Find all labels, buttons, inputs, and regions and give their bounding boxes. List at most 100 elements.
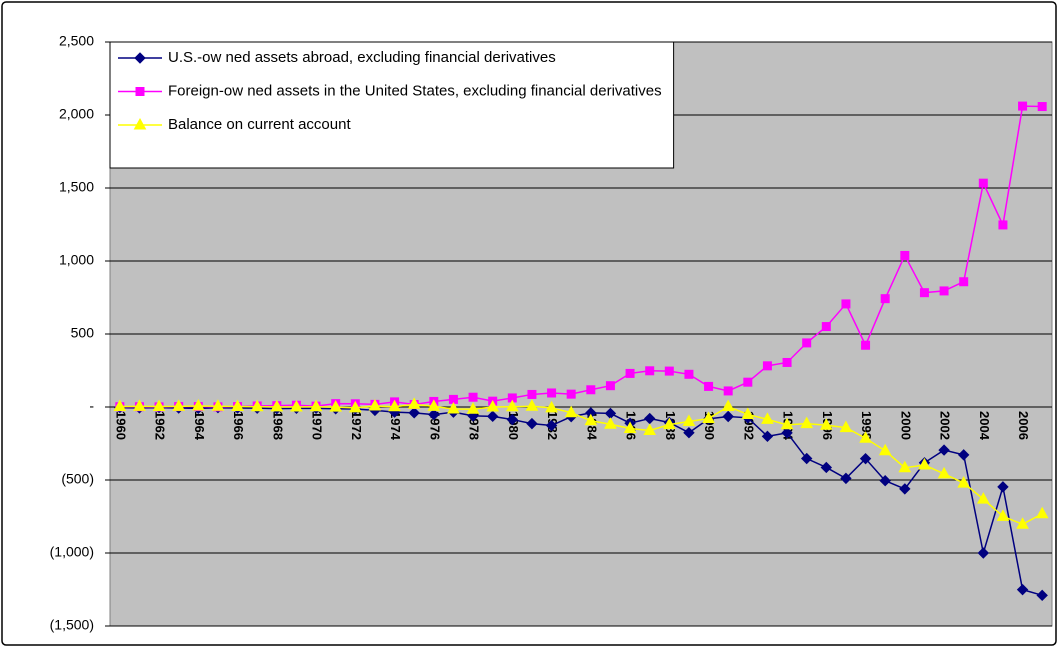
marker-square (684, 369, 694, 379)
marker-triangle (1016, 517, 1029, 529)
marker-diamond (938, 444, 950, 456)
marker-triangle (878, 443, 892, 456)
marker-square (880, 294, 890, 304)
marker-square (586, 385, 596, 395)
x-tick-label: 1970 (310, 411, 325, 440)
marker-triangle (152, 399, 166, 412)
marker-square (939, 286, 949, 296)
marker-triangle (898, 460, 912, 473)
marker-triangle (447, 402, 460, 414)
x-tick-label: 1972 (349, 411, 364, 440)
x-tick-label: 1966 (231, 411, 246, 440)
marker-square (959, 277, 969, 287)
marker-diamond (899, 483, 911, 495)
marker-diamond (722, 410, 734, 423)
marker-diamond (977, 547, 990, 559)
x-tick-label: 1976 (427, 411, 442, 440)
y-tick-label: (1,500) (50, 617, 94, 633)
marker-square (998, 220, 1008, 230)
marker-triangle (819, 418, 833, 430)
marker-triangle (407, 397, 421, 409)
y-tick-label: - (89, 398, 94, 414)
marker-square (978, 178, 988, 188)
marker-triangle (741, 407, 755, 419)
marker-diamond (761, 430, 774, 443)
marker-triangle (682, 414, 696, 426)
marker-square (566, 389, 576, 399)
marker-square (135, 87, 145, 96)
marker-triangle (918, 457, 931, 470)
x-tick-label: 1998 (859, 411, 874, 440)
x-tick-label: 1974 (388, 411, 403, 441)
marker-square (1018, 101, 1028, 111)
marker-diamond (683, 426, 695, 439)
marker-triangle (584, 413, 598, 426)
marker-triangle (133, 399, 146, 411)
marker-triangle (133, 117, 147, 130)
marker-diamond (408, 407, 420, 419)
y-tick-label: 2,500 (59, 33, 94, 49)
marker-diamond (957, 449, 970, 461)
legend-label: Balance on current account (168, 116, 351, 133)
marker-square (861, 340, 871, 350)
marker-triangle (231, 399, 244, 412)
marker-square (547, 388, 557, 398)
marker-square (841, 299, 851, 309)
marker-triangle (309, 399, 323, 412)
marker-diamond (879, 475, 891, 487)
marker-triangle (800, 416, 814, 429)
x-tick-label: 2006 (1016, 411, 1031, 440)
marker-square (704, 381, 714, 391)
marker-triangle (761, 412, 774, 424)
x-tick-label: 1984 (584, 411, 599, 441)
marker-square (919, 288, 929, 298)
marker-diamond (800, 452, 813, 465)
x-tick-label: 1962 (153, 411, 168, 440)
marker-triangle (113, 399, 127, 412)
marker-square (468, 392, 478, 402)
marker-diamond (545, 419, 558, 432)
marker-triangle (348, 400, 362, 413)
legend: U.S.-ow ned assets abroad, excluding fin… (109, 41, 675, 169)
marker-triangle (290, 399, 303, 412)
marker-square (782, 357, 792, 367)
marker-triangle (839, 420, 853, 433)
marker-square (527, 389, 537, 399)
marker-triangle (545, 400, 558, 413)
marker-triangle (250, 399, 264, 412)
marker-triangle (505, 399, 519, 412)
marker-triangle (191, 398, 205, 411)
y-tick-label: 500 (71, 325, 95, 341)
marker-triangle (957, 476, 971, 488)
marker-triangle (623, 421, 637, 433)
marker-triangle (270, 399, 284, 412)
marker-square (625, 368, 635, 378)
marker-square (1037, 102, 1047, 112)
marker-triangle (643, 423, 657, 436)
marker-diamond (486, 410, 499, 423)
marker-diamond (134, 52, 146, 64)
y-tick-label: 1,500 (59, 179, 94, 195)
marker-triangle (859, 431, 872, 443)
marker-triangle (466, 402, 480, 414)
y-tick-label: (1,000) (50, 544, 94, 560)
marker-triangle (564, 405, 578, 418)
marker-triangle (937, 466, 951, 479)
x-tick-label: 2004 (977, 411, 992, 441)
marker-diamond (840, 472, 852, 485)
marker-triangle (780, 417, 794, 430)
y-tick-label: (500) (61, 471, 94, 487)
x-tick-label: 1960 (113, 411, 128, 440)
marker-triangle (604, 417, 617, 429)
marker-square (664, 366, 674, 376)
marker-triangle (211, 399, 225, 411)
marker-square (645, 366, 655, 376)
marker-triangle (388, 399, 401, 412)
marker-square (743, 377, 753, 387)
x-tick-label: 1964 (192, 411, 207, 441)
marker-triangle (329, 400, 343, 412)
y-tick-label: 1,000 (59, 252, 94, 268)
marker-triangle (662, 417, 676, 430)
marker-triangle (1035, 506, 1049, 519)
